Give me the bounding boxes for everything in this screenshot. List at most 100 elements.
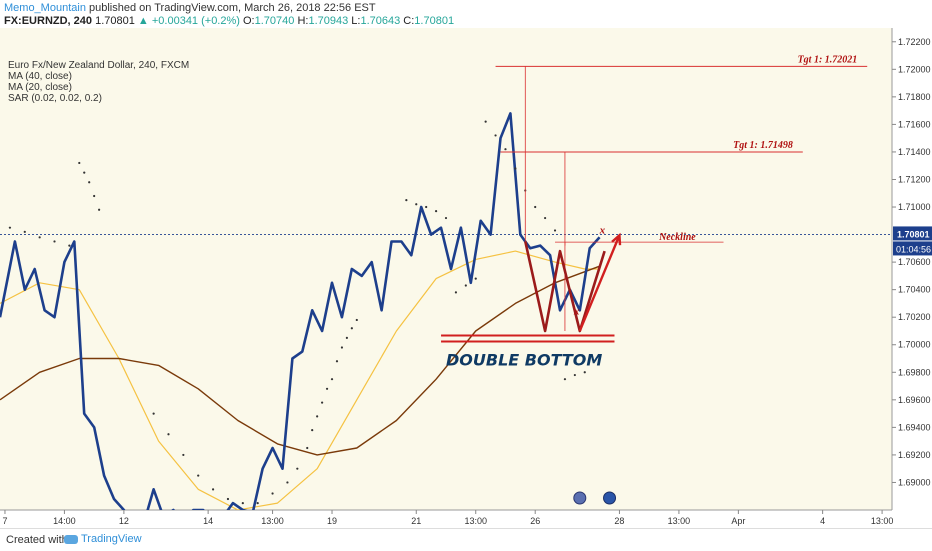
sar-dot: [583, 371, 586, 374]
x-tick-label: 13:00: [261, 516, 284, 526]
ma40-line: [0, 265, 600, 456]
sar-dot: [434, 210, 438, 213]
sar-dot: [306, 446, 309, 450]
sar-dot: [474, 277, 477, 280]
indicator-legend: Euro Fx/New Zealand Dollar, 240, FXCM MA…: [8, 60, 189, 104]
y-tick-label: 1.72000: [898, 64, 931, 74]
sar-dot: [573, 373, 576, 377]
y-tick-label: 1.70600: [898, 257, 931, 267]
chart-area[interactable]: 1.72200 1.72000 1.71800 1.71600 1.71400 1.712…: [0, 28, 932, 528]
sar-dot: [316, 415, 319, 418]
sar-dot: [454, 291, 458, 294]
x-tick-label: 7: [2, 516, 7, 526]
sar-dot: [197, 474, 200, 477]
created-with: Created with: [6, 534, 68, 546]
target1-label: Tgt 1: 1.71498: [733, 140, 793, 151]
y-tick-label: 1.69000: [898, 477, 931, 487]
x-mark-upper: x: [599, 224, 606, 236]
symbol-line: FX:EURNZD, 240 1.70801 ▲ +0.00341 (+0.2%…: [4, 15, 454, 27]
y-tick-label: 1.69600: [898, 395, 931, 405]
plot-background: [0, 28, 892, 510]
sar-dot: [256, 502, 259, 505]
sar-dot: [83, 171, 86, 174]
open-label: O:: [243, 15, 255, 27]
low-label: L:: [351, 15, 361, 27]
sar-dot: [340, 346, 344, 349]
sar-dot: [182, 453, 185, 457]
y-tick-label: 1.71000: [898, 202, 931, 212]
sar-dot: [464, 284, 467, 287]
sar-dot: [553, 229, 557, 232]
sar-legend[interactable]: SAR (0.02, 0.02, 0.2): [8, 93, 102, 104]
sar-dot: [286, 481, 289, 484]
last-price-badge: [893, 226, 932, 241]
sar-dot: [544, 216, 547, 220]
sar-dot: [68, 244, 71, 247]
sar-dot: [296, 467, 299, 470]
last-price: 1.70801: [95, 15, 135, 27]
countdown-badge: [893, 241, 932, 256]
sar-dot: [311, 429, 314, 432]
author-link[interactable]: Memo_Mountain: [4, 2, 86, 14]
sar-dot: [345, 336, 348, 339]
close-label: C:: [403, 15, 415, 27]
footer: Created with TradingView: [0, 528, 932, 551]
close-value: 1.70801: [414, 15, 455, 27]
price-chart[interactable]: 1.72200 1.72000 1.71800 1.71600 1.71400 1.712…: [0, 28, 932, 528]
tradingview-logo-icon: [64, 534, 78, 544]
sar-dot: [53, 240, 56, 243]
price-change: ▲ +0.00341 (+0.2%): [137, 15, 240, 27]
sar-dot: [330, 378, 334, 381]
sar-dot: [350, 327, 353, 330]
chart-header: Memo_Mountain published on TradingView.c…: [0, 0, 932, 30]
x-tick-label: 26: [530, 516, 540, 526]
sar-dot: [78, 161, 81, 165]
sar-dot: [23, 230, 26, 233]
sar-dot: [325, 387, 329, 390]
low-value: 1.70643: [360, 15, 401, 27]
x-tick-label: 21: [411, 516, 421, 526]
x-tick-label: 14:00: [53, 516, 76, 526]
sar-dot: [152, 412, 155, 415]
sar-dot: [241, 502, 244, 505]
sar-dot: [335, 360, 339, 363]
y-tick-label: 1.71800: [898, 92, 931, 102]
x-mark-lower: x: [573, 305, 580, 317]
x-tick-label: 19: [327, 516, 337, 526]
y-tick-label: 1.70200: [898, 312, 931, 322]
tradingview-name: TradingView: [81, 533, 142, 545]
y-tick-label: 1.70400: [898, 285, 931, 295]
sar-dot: [504, 148, 507, 151]
sar-dot: [226, 497, 230, 501]
ma20-legend[interactable]: MA (20, close): [8, 82, 72, 93]
x-tick-label: 28: [614, 516, 624, 526]
sar-dot: [8, 226, 12, 229]
sar-dot: [271, 492, 274, 495]
target2-label: Tgt 1: 1.72021: [798, 54, 858, 65]
sar-dot: [534, 205, 537, 209]
sar-dot: [355, 318, 358, 322]
x-tick-label: Apr: [731, 516, 745, 526]
sar-dot: [563, 378, 567, 381]
neckline-label: Neckline: [658, 232, 696, 243]
x-tick-label: 13:00: [464, 516, 487, 526]
breakout-arrow: [578, 234, 621, 332]
y-tick-label: 1.71400: [898, 147, 931, 157]
high-value: 1.70943: [308, 15, 349, 27]
x-tick-label: 12: [119, 516, 129, 526]
publish-line: Memo_Mountain published on TradingView.c…: [4, 2, 376, 14]
plot-layer: Tgt 1: 1.72021 Tgt 1: 1.71498 Neckline x x DO…: [0, 54, 892, 510]
double-bottom-pattern: [524, 241, 606, 333]
y-tick-label: 1.69800: [898, 367, 931, 377]
price-axis-panel: [892, 28, 932, 528]
y-tick-label: 1.71200: [898, 174, 931, 184]
event-icon-2: [603, 491, 617, 505]
sar-dot: [415, 203, 418, 206]
last-price-badge-text: 1.70801: [897, 229, 930, 239]
y-tick-label: 1.72200: [898, 37, 931, 47]
ma40-legend[interactable]: MA (40, close): [8, 71, 72, 82]
y-tick-label: 1.69200: [898, 450, 931, 460]
time-axis-panel: [0, 510, 892, 528]
sar-dot: [484, 120, 487, 123]
tradingview-brand[interactable]: TradingView: [64, 533, 142, 545]
